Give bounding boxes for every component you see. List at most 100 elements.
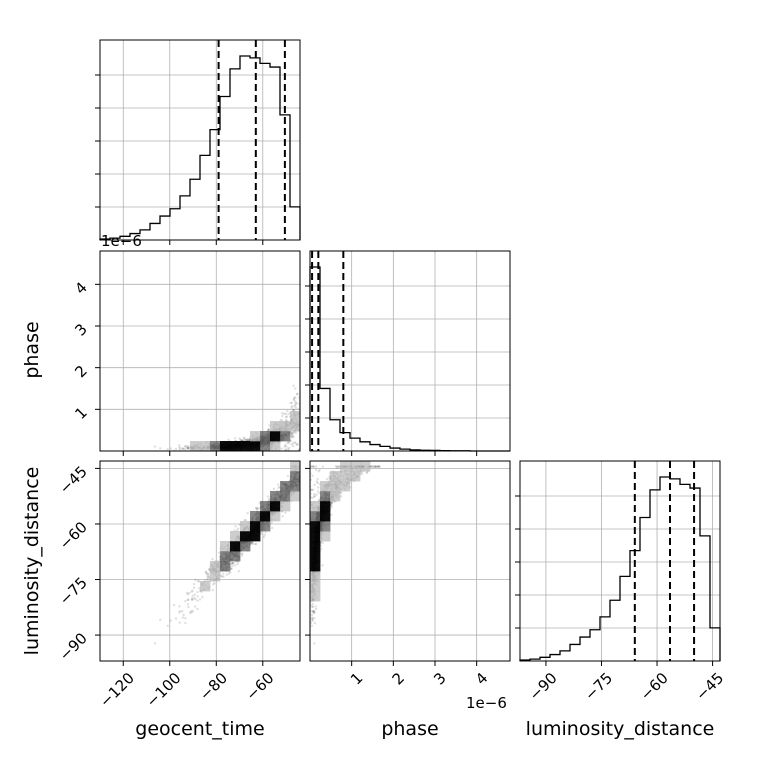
scatter-geocent-time-vs-luminosity-distance-point [225,573,229,576]
scatter-geocent-time-vs-phase-points [153,384,300,451]
scatter-phase-vs-luminosity-distance-point [339,491,343,495]
scatter-geocent-time-vs-luminosity-distance-point [255,507,258,511]
scatter-phase-vs-luminosity-distance-density-bin [310,541,321,552]
scatter-phase-vs-luminosity-distance-density-bin [320,511,331,522]
scatter-geocent-time-vs-luminosity-distance-point [197,587,201,590]
scatter-geocent-time-vs-luminosity-distance-point [236,562,239,566]
scatter-geocent-time-vs-luminosity-distance-point [231,561,234,564]
scatter-phase-vs-luminosity-distance-point [311,488,315,491]
scatter-geocent-time-vs-luminosity-distance-frame [99,460,301,662]
scatter-geocent-time-vs-phase-density-bin [290,421,300,432]
scatter-geocent-time-vs-luminosity-distance-point [250,541,253,544]
scatter-geocent-time-vs-phase-point [238,437,241,440]
scatter-phase-vs-luminosity-distance-point [313,483,316,487]
scatter-geocent-time-vs-luminosity-distance-point [207,572,210,575]
scatter-geocent-time-vs-phase-point [267,428,270,431]
scatter-geocent-time-vs-phase-point [291,442,295,445]
scatter-geocent-time-vs-luminosity-distance-density-bin [260,511,271,522]
scatter-phase-vs-luminosity-distance-point [316,490,320,493]
scatter-geocent-time-vs-phase-point [169,447,173,450]
scatter-geocent-time-vs-phase-point [184,445,187,448]
scatter-geocent-time-vs-phase-point [290,432,294,435]
scatter-phase-vs-luminosity-distance-point [311,602,314,606]
scatter-geocent-time-vs-phase-point [294,406,298,409]
scatter-geocent-time-vs-phase-point [184,444,187,448]
scatter-phase-vs-luminosity-distance-point [310,465,313,468]
scatter-phase-vs-luminosity-distance-density-bin [350,461,361,472]
scatter-geocent-time-vs-luminosity-distance-point [213,582,216,585]
scatter-geocent-time-vs-luminosity-distance-point [220,574,223,578]
scatter-geocent-time-vs-luminosity-distance-density-bin [290,491,300,502]
scatter-phase-vs-luminosity-distance-point [310,465,313,468]
scatter-geocent-time-vs-phase-density-bin [220,441,231,451]
scatter-geocent-time-vs-phase-point [246,438,249,442]
scatter-phase-vs-luminosity-distance-density-bin [340,481,351,492]
scatter-geocent-time-vs-luminosity-distance-point [196,595,199,598]
x-axis-label-geocent-time: geocent_time [135,718,264,740]
scatter-phase-vs-luminosity-distance-density-bin [320,531,331,542]
scatter-phase-vs-luminosity-distance-point [377,465,380,468]
scatter-geocent-time-vs-luminosity-distance-point [169,619,173,622]
scatter-phase-vs-luminosity-distance-density-bin [310,511,321,522]
scatter-geocent-time-vs-luminosity-distance-point [229,571,232,574]
scatter-geocent-time-vs-phase-point [240,438,243,442]
scatter-geocent-time-vs-luminosity-distance-point [196,607,199,611]
scatter-phase-vs-luminosity-distance-point [312,611,316,614]
scatter-geocent-time-vs-phase-point [185,446,189,449]
scatter-geocent-time-vs-phase-point [289,401,292,405]
scatter-phase-vs-luminosity-distance-point [378,465,382,468]
scatter-phase-vs-luminosity-distance-point [330,505,333,509]
scatter-geocent-time-vs-luminosity-distance-point [241,552,244,555]
scatter-geocent-time-vs-phase-point [181,447,184,450]
scatter-geocent-time-vs-luminosity-distance-point [264,530,267,534]
scatter-geocent-time-vs-phase-density-bin [190,441,201,451]
scatter-geocent-time-vs-phase-point [292,398,295,402]
scatter-geocent-time-vs-phase-point [267,428,270,431]
scatter-geocent-time-vs-phase-point [294,400,297,403]
scatter-geocent-time-vs-luminosity-distance-point [211,588,215,592]
scatter-geocent-time-vs-phase-point [287,412,290,416]
scatter-geocent-time-vs-luminosity-distance-point [250,541,253,544]
scatter-geocent-time-vs-phase-point [292,435,296,438]
scatter-geocent-time-vs-luminosity-distance-point [196,590,199,594]
scatter-geocent-time-vs-phase-point [281,414,284,418]
scatter-phase-vs-luminosity-distance-point [374,465,378,468]
scatter-geocent-time-vs-phase-density-bin [210,441,221,451]
scatter-phase-vs-luminosity-distance-point [311,619,314,622]
scatter-geocent-time-vs-phase-point [294,431,297,435]
scatter-geocent-time-vs-phase-density-bin [280,431,291,442]
scatter-geocent-time-vs-phase-point [159,447,162,450]
scatter-phase-vs-luminosity-distance-point [311,610,314,613]
scatter-geocent-time-vs-phase-point [292,408,295,412]
scatter-phase-vs-luminosity-distance-point [315,493,318,496]
scatter-geocent-time-vs-luminosity-distance-point [266,495,270,498]
scatter-geocent-time-vs-luminosity-distance-point [174,617,178,620]
scatter-geocent-time-vs-luminosity-distance-density-bin [270,491,281,502]
scatter-phase-vs-luminosity-distance-point [311,474,314,478]
scatter-phase-vs-luminosity-distance-density-bin [310,521,321,532]
scatter-geocent-time-vs-luminosity-distance-point [232,561,235,565]
scatter-geocent-time-vs-phase-point [178,444,181,447]
scatter-geocent-time-vs-luminosity-distance-point [197,579,200,583]
scatter-geocent-time-vs-luminosity-distance-point [172,603,176,607]
scatter-geocent-time-vs-phase-frame [99,250,301,452]
scatter-geocent-time-vs-phase-density-bin [200,441,211,451]
scatter-geocent-time-vs-phase-point [284,415,288,419]
scatter-geocent-time-vs-phase-point [286,447,290,450]
scatter-geocent-time-vs-luminosity-distance-density-bin [290,481,300,492]
scatter-geocent-time-vs-phase-point [267,428,271,431]
scatter-geocent-time-vs-phase-density-bin [250,431,261,442]
scatter-geocent-time-vs-phase-point [243,437,246,440]
scatter-phase-vs-luminosity-distance-point [313,493,316,496]
scatter-phase-vs-luminosity-distance-point [321,465,325,468]
scatter-phase-vs-luminosity-distance-density-bin [310,591,321,602]
scatter-geocent-time-vs-luminosity-distance-point [237,560,240,564]
scatter-geocent-time-vs-luminosity-distance-density-bin [270,501,281,512]
scatter-geocent-time-vs-luminosity-distance-point [286,474,290,478]
scatter-phase-vs-luminosity-distance-density-bin [310,581,321,592]
scatter-geocent-time-vs-phase-point [291,434,294,437]
scatter-phase-vs-luminosity-distance-point [377,465,380,468]
scatter-geocent-time-vs-luminosity-distance-point [188,611,192,614]
scatter-geocent-time-vs-phase-point [295,401,298,405]
